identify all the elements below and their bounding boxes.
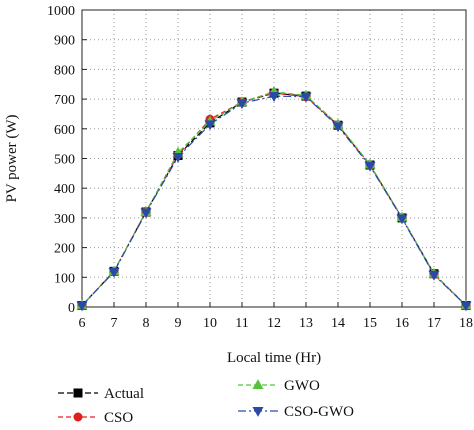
x-tick-label: 8 bbox=[143, 316, 150, 331]
x-tick-label: 10 bbox=[203, 316, 217, 331]
y-tick-label: 0 bbox=[68, 301, 75, 316]
x-tick-label: 13 bbox=[299, 316, 313, 331]
data-point-cso-gwo bbox=[396, 214, 408, 225]
y-tick-label: 100 bbox=[54, 271, 75, 286]
legend-swatch-marker bbox=[73, 412, 83, 422]
grid bbox=[82, 10, 466, 307]
x-tick-label: 12 bbox=[267, 316, 281, 331]
legend-swatch-marker bbox=[252, 406, 264, 417]
legend-item-gwo: GWO bbox=[238, 378, 320, 394]
series-line-actual bbox=[81, 92, 467, 306]
x-tick-label: 14 bbox=[331, 316, 345, 331]
y-tick-label: 1000 bbox=[47, 4, 75, 19]
data-point-cso-gwo bbox=[76, 301, 88, 312]
x-tick-label: 11 bbox=[235, 316, 248, 331]
series-cso-gwo bbox=[76, 92, 472, 312]
legend-item-actual: Actual bbox=[58, 386, 144, 402]
x-tick-label: 6 bbox=[79, 316, 86, 331]
x-tick-label: 17 bbox=[427, 316, 441, 331]
legend-label: Actual bbox=[104, 386, 144, 402]
y-tick-label: 400 bbox=[54, 182, 75, 197]
data-point-cso-gwo bbox=[364, 161, 376, 172]
legend: Actual CSO GWO CSO-GWO bbox=[58, 378, 354, 426]
legend-label: GWO bbox=[284, 378, 320, 394]
data-point-cso-gwo bbox=[204, 120, 216, 131]
x-tick-label: 18 bbox=[459, 316, 473, 331]
data-point-cso-gwo bbox=[172, 153, 184, 163]
data-point-cso-gwo bbox=[332, 122, 344, 133]
series-gwo bbox=[76, 85, 472, 310]
legend-swatch-marker bbox=[252, 379, 264, 390]
axis-ticks: 6 7 8 9 10 11 12 13 14 15 16 17 18 0 100 200 300 400 500 60… bbox=[47, 4, 473, 331]
legend-label: CSO-GWO bbox=[284, 404, 354, 420]
data-point-cso-gwo bbox=[268, 92, 280, 102]
y-tick-label: 500 bbox=[54, 153, 75, 168]
y-tick-label: 900 bbox=[54, 34, 75, 49]
data-point-cso-gwo bbox=[300, 92, 312, 103]
legend-swatch-marker bbox=[73, 388, 83, 398]
legend-label: CSO bbox=[104, 410, 133, 426]
y-tick-label: 700 bbox=[54, 93, 75, 108]
x-tick-label: 9 bbox=[175, 316, 182, 331]
data-point-cso-gwo bbox=[140, 208, 152, 219]
data-point-cso-gwo bbox=[460, 301, 472, 312]
x-tick-label: 15 bbox=[363, 316, 377, 331]
x-tick-label: 16 bbox=[395, 316, 409, 331]
legend-item-cso: CSO bbox=[58, 410, 133, 426]
series-layer bbox=[76, 85, 472, 312]
y-tick-label: 200 bbox=[54, 242, 75, 257]
series-line-cso bbox=[81, 92, 467, 306]
y-tick-label: 300 bbox=[54, 212, 75, 227]
y-tick-label: 600 bbox=[54, 123, 75, 138]
data-point-cso-gwo bbox=[108, 267, 120, 278]
y-tick-label: 800 bbox=[54, 63, 75, 78]
y-axis-label: PV power (W) bbox=[4, 114, 20, 202]
x-axis-label: Local time (Hr) bbox=[227, 350, 321, 366]
x-tick-label: 7 bbox=[111, 316, 118, 331]
legend-item-cso-gwo: CSO-GWO bbox=[238, 404, 354, 420]
data-point-cso-gwo bbox=[236, 99, 248, 110]
data-point-cso-gwo bbox=[428, 270, 440, 281]
